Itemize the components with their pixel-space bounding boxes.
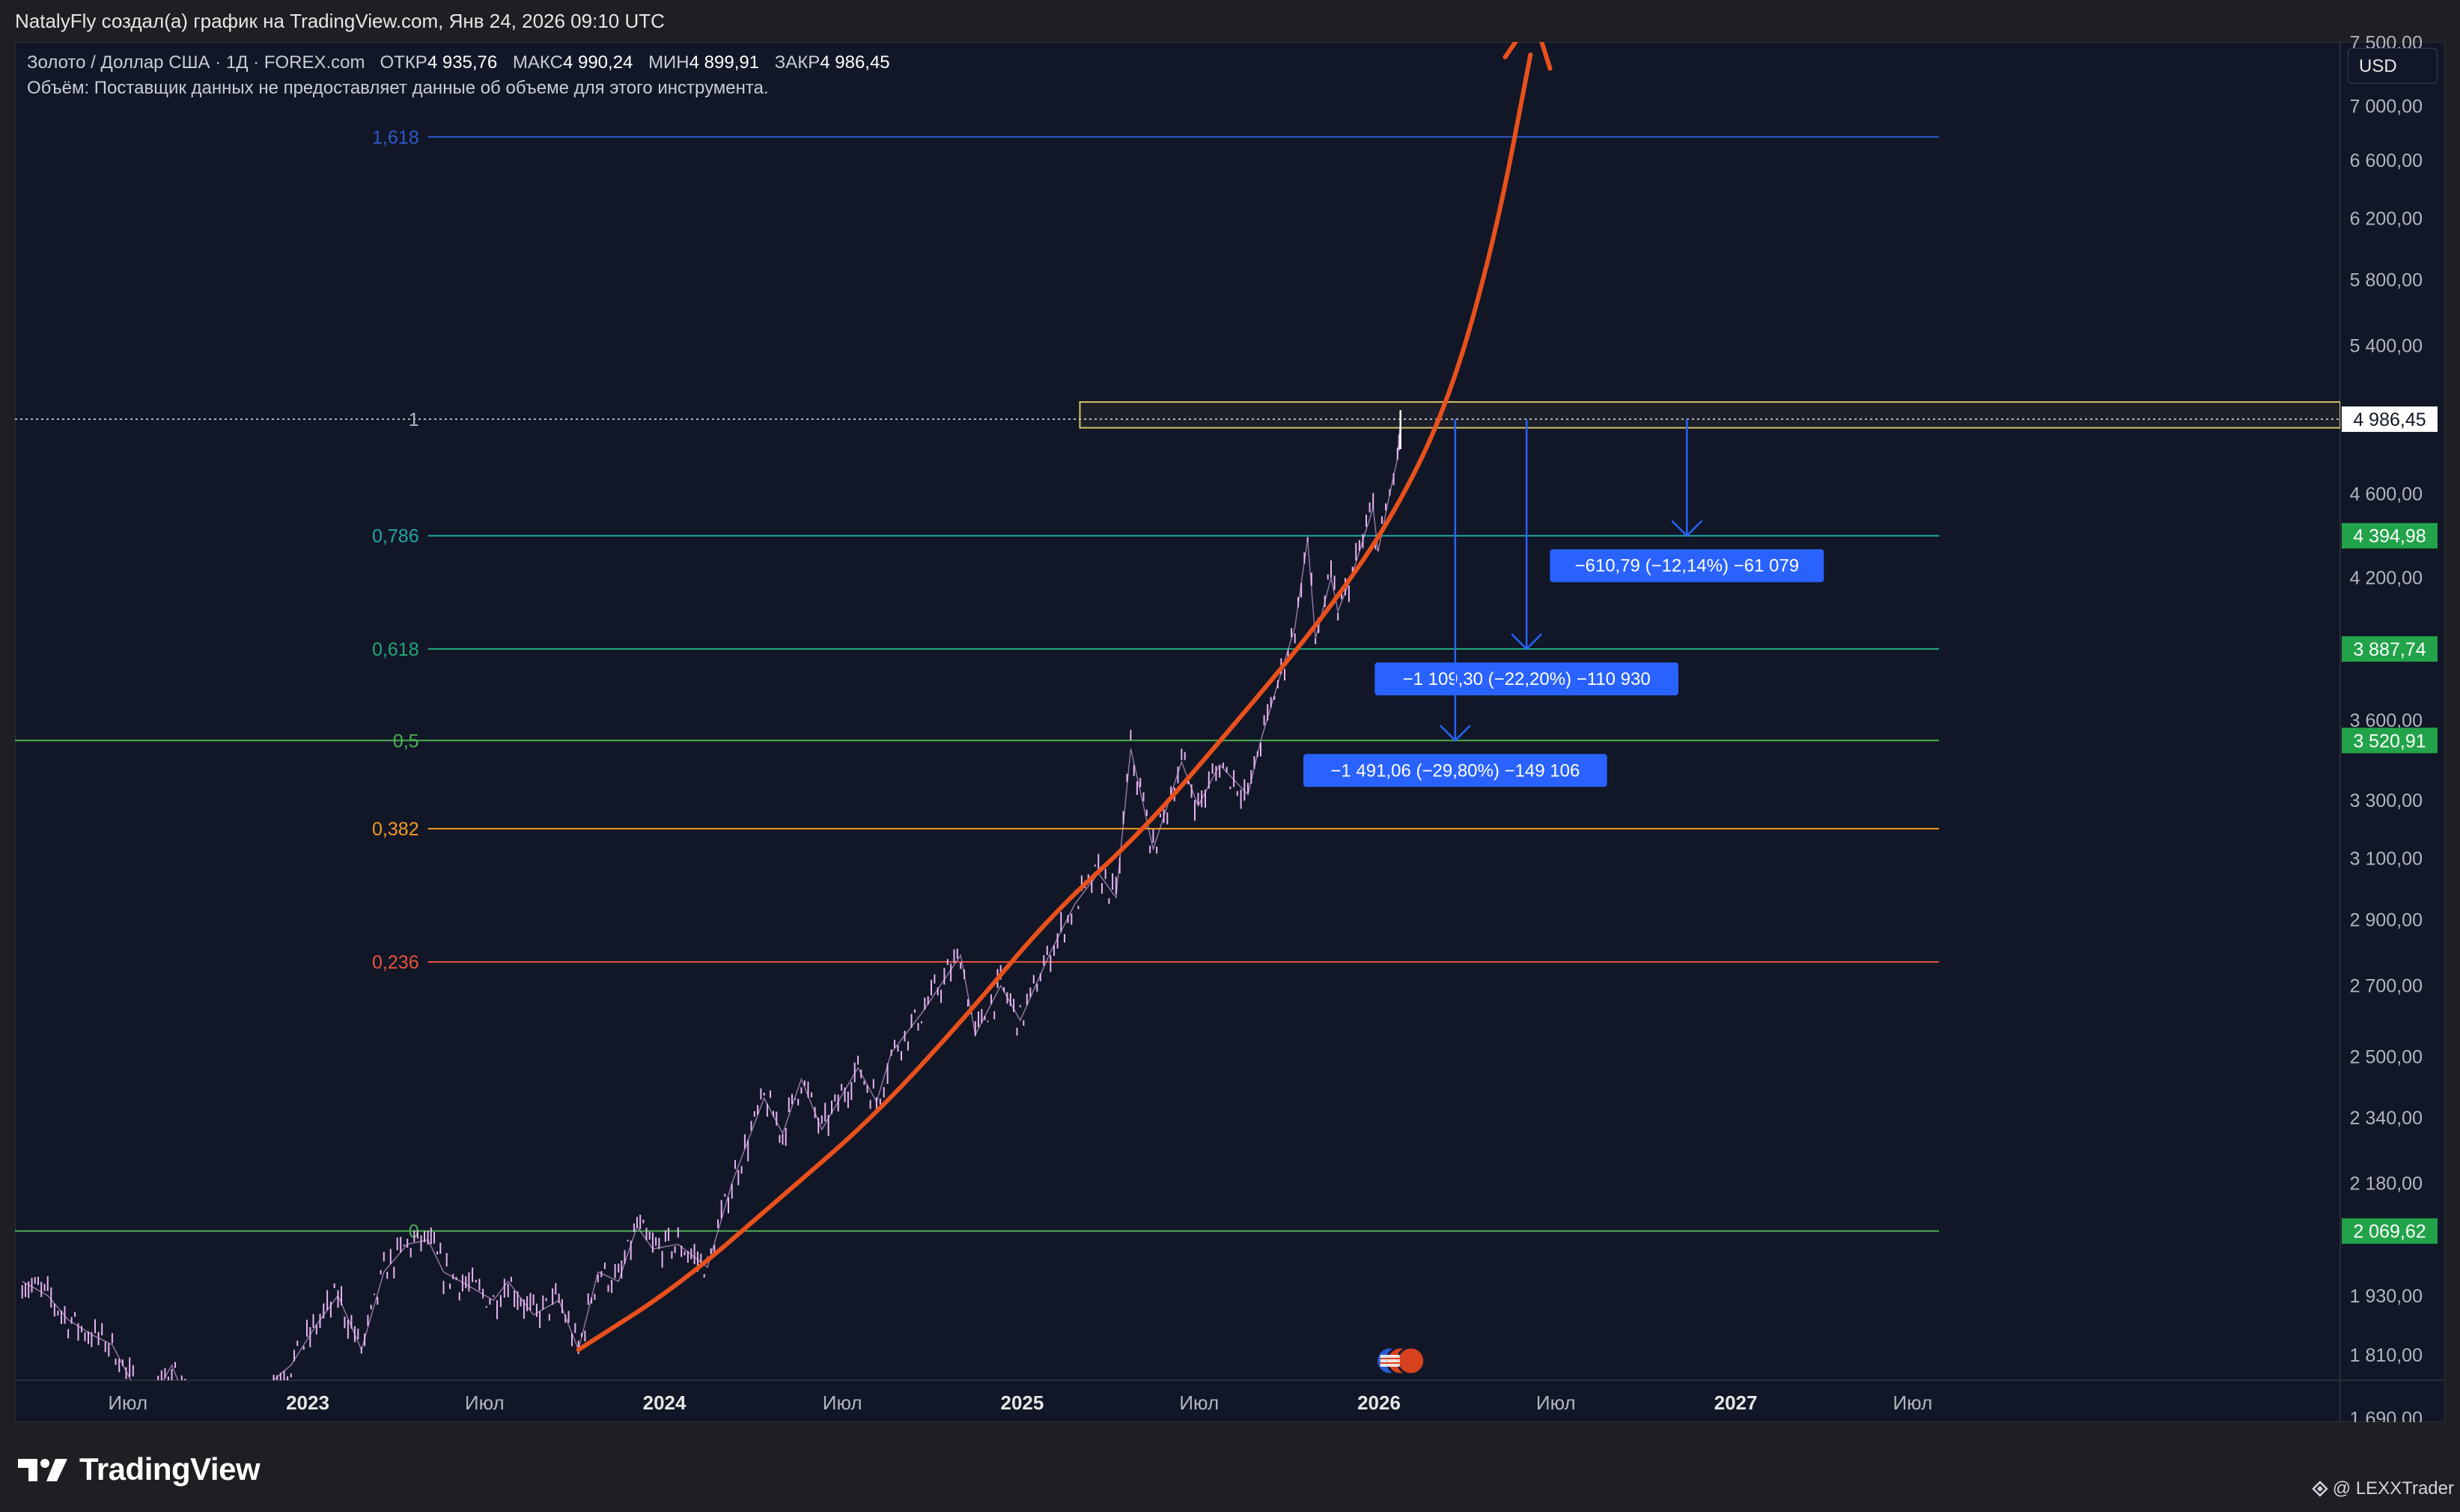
price-tick-label: 3 100,00 [2350,848,2423,869]
growth-arrowhead [1503,42,1553,71]
fib-level-label: 1,618 [372,127,419,148]
price-axis[interactable]: 7 500,007 000,006 600,006 200,005 800,00… [2342,33,2438,1422]
price-tick-label: 2 180,00 [2350,1174,2423,1195]
fib-level-label: 0,382 [372,819,419,840]
event-flag-icon[interactable] [1396,1346,1426,1376]
price-tick-label: 2 700,00 [2350,976,2423,997]
chart-grid [15,42,2445,1422]
symbol-name[interactable]: Золото / Доллар США · 1Д · FOREX.com [27,52,365,73]
price-tag-label: 3 887,74 [2353,639,2426,660]
fib-level-label: 0,786 [372,526,419,547]
price-tag[interactable] [2342,1218,2438,1244]
price-tick-label: 6 600,00 [2350,150,2423,171]
fib-level-label: 0,5 [393,731,419,752]
tradingview-logo-icon [18,1459,67,1481]
price-tick-label: 6 200,00 [2350,208,2423,229]
time-tick-label: 2027 [1714,1391,1758,1414]
price-tick-label: 2 900,00 [2350,910,2423,931]
measure-label: −610,79 (−12,14%) −61 079 [1574,556,1799,576]
measure-label-box[interactable] [1303,754,1607,787]
price-tick-label: 5 400,00 [2350,336,2423,357]
price-tick-label: 3 300,00 [2350,790,2423,811]
price-series [21,410,1401,1380]
price-tag-label: 4 394,98 [2353,526,2426,547]
time-axis[interactable]: Июл 2023 Июл 2024 Июл 2025 Июл 2026 Июл 2027 Июл [108,1391,1932,1414]
fib-level-label: 1 [409,409,419,430]
price-tick-label: 4 600,00 [2350,484,2423,505]
time-tick-label: Июл [465,1391,505,1414]
high-value: 4 990,24 [562,52,633,73]
price-line [22,418,1401,1380]
low-value: 4 899,91 [689,52,760,73]
close-value: 4 986,45 [820,52,890,73]
fib-level-label: 0,236 [372,952,419,973]
tradingview-brand: TradingView [79,1451,261,1487]
time-tick-label: 2024 [643,1391,686,1414]
time-tick-label: 2023 [286,1391,329,1414]
time-tick-label: Июл [1893,1391,1932,1414]
author-signature: @ LEXXTrader [2312,1478,2454,1499]
price-tick-label: 2 500,00 [2350,1047,2423,1068]
parabolic-curve-arrow[interactable] [576,16,1553,1353]
signature-text: @ LEXXTrader [2332,1478,2454,1499]
high-label: МАКС [512,52,563,73]
time-tick-label: 2026 [1357,1391,1401,1414]
time-tick-label: Июл [1536,1391,1576,1414]
footer [0,1422,2460,1512]
top-bar: NatalyFly создал(а) график на TradingVie… [0,0,2460,42]
resistance-zone-box[interactable] [1079,401,2340,429]
price-tick-label: 3 600,00 [2350,710,2423,731]
time-tick-label: Июл [108,1391,147,1414]
price-range-measurements[interactable]: −610,79 (−12,14%) −61 079 −1 109,30 (−22,… [1303,419,1824,787]
price-tag-label: 4 986,45 [2353,409,2426,430]
measure-label: −1 109,30 (−22,20%) −110 930 [1403,669,1651,689]
open-label: ОТКР [380,52,427,73]
measure-arrowhead [1439,725,1471,743]
price-tick-label: 1 690,00 [2350,1409,2423,1422]
time-tick-label: 2025 [1001,1391,1044,1414]
measure-label-box[interactable] [1550,549,1824,582]
price-tag[interactable] [2342,406,2438,432]
price-tick-label: 5 800,00 [2350,270,2423,291]
diamond-icon [2312,1481,2328,1497]
price-tick-label: 2 340,00 [2350,1108,2423,1129]
fib-level-label: 0,618 [372,639,419,660]
open-value: 4 935,76 [427,52,498,73]
time-tick-label: Июл [1179,1391,1219,1414]
tradingview-logo[interactable]: TradingView [16,1451,261,1488]
price-tick-label: 1 810,00 [2350,1345,2423,1366]
highlight-zone [1079,401,2340,429]
symbol-legend: Золото / Доллар США · 1Д · FOREX.com ОТК… [27,52,901,73]
price-tick-label: 4 200,00 [2350,568,2423,589]
price-tag[interactable] [2342,522,2438,549]
measure-label-box[interactable] [1374,662,1678,696]
volume-note: Объём: Поставщик данных не предоставляет… [27,78,769,98]
measure-arrowhead [1511,633,1543,650]
close-label: ЗАКР [774,52,820,73]
price-tick-label: 1 930,00 [2350,1286,2423,1307]
us-flag-icon [1380,1355,1400,1367]
author-line: NatalyFly создал(а) график на TradingVie… [15,10,665,32]
growth-curve[interactable] [576,52,1533,1353]
price-tag-label: 3 520,91 [2353,731,2426,752]
measure-label: −1 491,06 (−29,80%) −149 106 [1330,760,1580,781]
measure-arrowhead [1671,519,1703,537]
economic-events-flags[interactable] [1375,1346,1426,1376]
low-label: МИН [648,52,689,73]
currency-button[interactable]: USD [2348,48,2438,84]
price-tag-label: 2 069,62 [2353,1222,2426,1243]
price-tag[interactable] [2342,728,2438,754]
price-tag[interactable] [2342,636,2438,662]
time-tick-label: Июл [823,1391,862,1414]
price-tick-label: 7 000,00 [2350,97,2423,118]
